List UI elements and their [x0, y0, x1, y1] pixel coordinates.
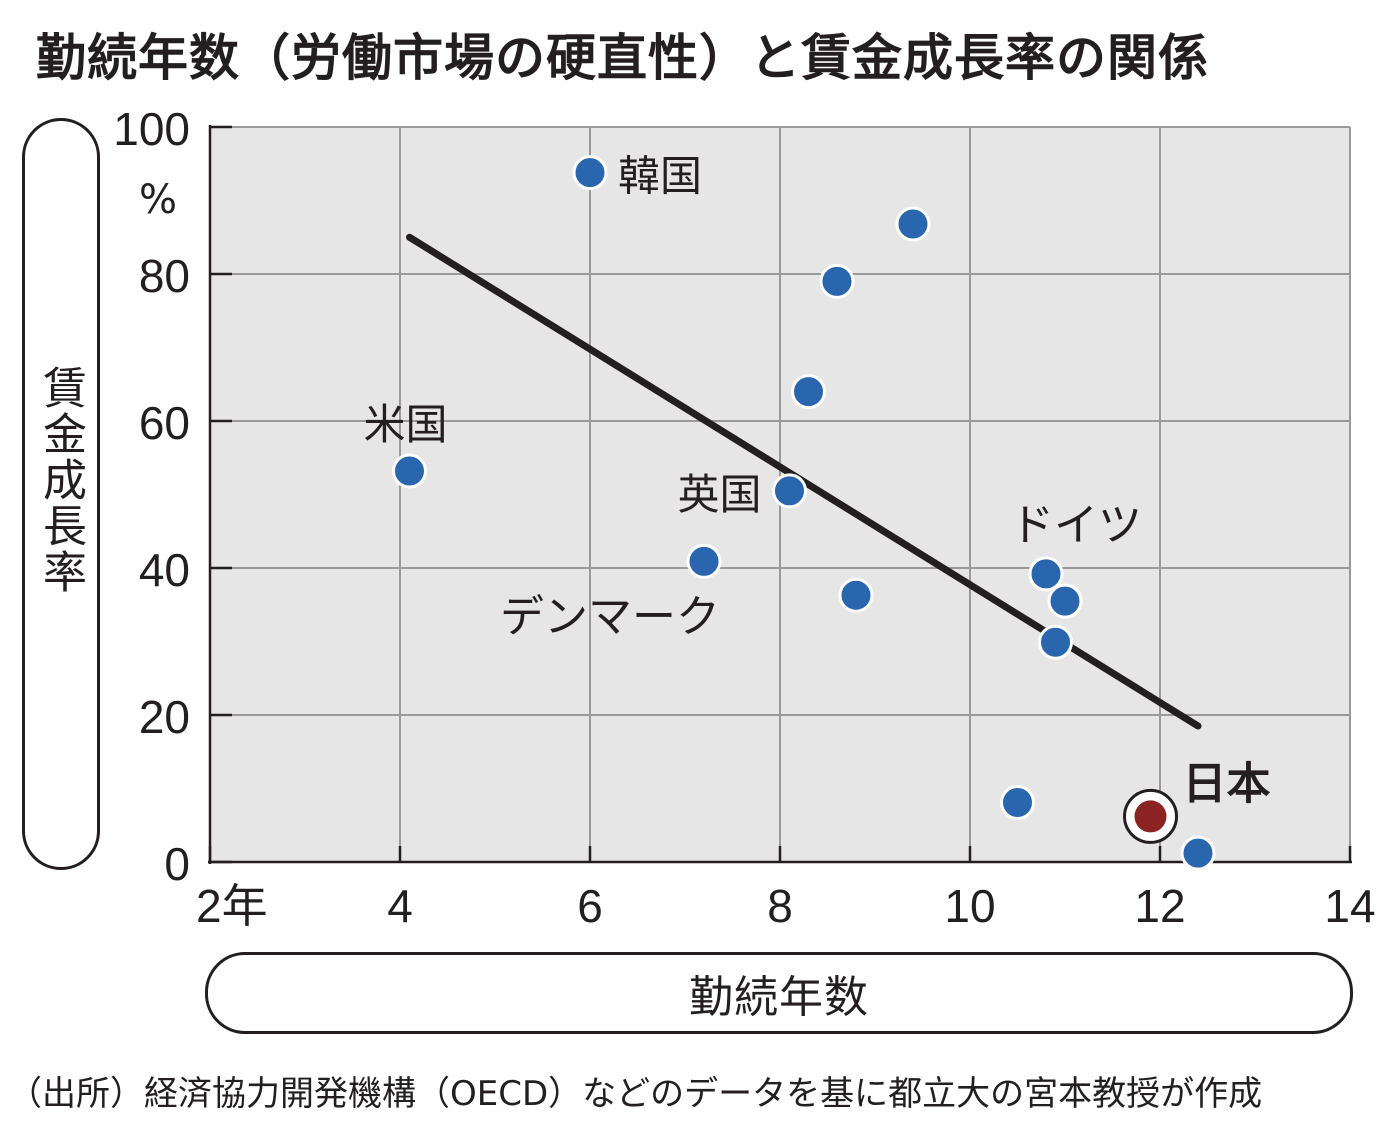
y-tick-label: 100: [113, 103, 190, 155]
source-note: （出所）経済協力開発機構（OECD）などのデータを基に都立大の宮本教授が作成: [8, 1074, 1263, 1114]
y-axis-label: 賃金成長率: [35, 365, 86, 595]
x-tick-label: 10: [944, 880, 995, 932]
point-label: 韓国: [618, 152, 702, 201]
x-axis-label-frame: 勤続年数: [205, 952, 1353, 1034]
point-label: 米国: [363, 400, 447, 449]
highlight-point: [1134, 800, 1167, 833]
x-tick-label: 12: [1134, 880, 1185, 932]
y-tick-label: 80: [139, 250, 190, 302]
data-point: [791, 374, 826, 410]
data-point: [1180, 835, 1216, 871]
point-label: 日本: [1183, 758, 1271, 809]
data-point: [819, 263, 855, 299]
y-tick-label: 40: [139, 544, 190, 596]
point-label: ドイツ: [1010, 500, 1142, 551]
data-point: [686, 543, 722, 579]
point-label: デンマーク: [500, 591, 720, 642]
y-axis-label-frame: 賃金成長率: [22, 118, 100, 870]
data-point: [838, 577, 874, 613]
point-label: 英国: [677, 470, 761, 519]
data-point: [392, 453, 427, 489]
x-tick-label: 4: [387, 880, 413, 932]
data-point: [772, 473, 807, 509]
x-tick-label: 8: [767, 880, 793, 932]
data-point: [1038, 624, 1073, 660]
x-tick-label: 14: [1324, 880, 1375, 932]
data-point: [1028, 556, 1064, 592]
y-tick-label: 20: [139, 691, 190, 743]
y-tick-label: 60: [139, 397, 190, 449]
y-unit-label: %: [139, 177, 177, 223]
data-point: [895, 206, 931, 242]
data-point: [572, 155, 608, 191]
x-tick-label: 2年: [196, 880, 268, 932]
x-tick-label: 6: [577, 880, 603, 932]
data-point: [1047, 583, 1083, 619]
y-tick-label: 0: [164, 838, 190, 890]
chart-title: 勤続年数（労働市場の硬直性）と賃金成長率の関係: [36, 29, 1209, 87]
x-axis-label: 勤続年数: [689, 972, 869, 1023]
data-point: [1000, 784, 1035, 820]
